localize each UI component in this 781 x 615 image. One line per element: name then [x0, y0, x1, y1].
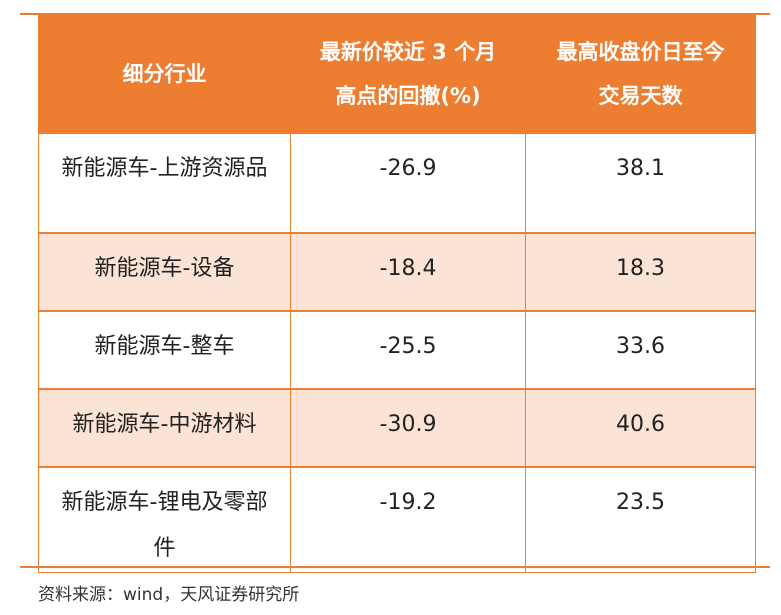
table-cell: 新能源车-设备 — [38, 232, 291, 312]
header-cell: 最新价较近 3 个月 高点的回撤(%) — [290, 15, 526, 133]
table-cell: 38.1 — [525, 132, 756, 234]
header-line: 高点的回撤(%) — [335, 83, 481, 108]
table-body: 新能源车-上游资源品 -26.9 38.1 新能源车-设备 -18.4 18.3 新能源车-… — [38, 132, 756, 573]
source-note: 资料来源：wind，天风证券研究所 — [38, 585, 300, 605]
header-line: 细分行业 — [122, 61, 207, 86]
table-row: 新能源车-整车 -25.5 33.6 — [38, 310, 756, 390]
bottom-rule — [20, 566, 770, 568]
table-cell: 40.6 — [525, 388, 756, 468]
table-row: 新能源车-设备 -18.4 18.3 — [38, 232, 756, 312]
top-rule — [20, 13, 770, 15]
table-cell: -30.9 — [290, 388, 526, 468]
table-cell: -19.2 — [290, 466, 526, 573]
table-cell: 新能源车-中游材料 — [38, 388, 291, 468]
table-cell: -26.9 — [290, 132, 526, 234]
table-cell: 33.6 — [525, 310, 756, 390]
header-line: 最高收盘价日至今 — [556, 39, 725, 64]
header-line: 最新价较近 3 个月 — [319, 39, 497, 64]
table-row: 新能源车-中游材料 -30.9 40.6 — [38, 388, 756, 468]
header-cell: 细分行业 — [38, 15, 291, 133]
table-cell: -25.5 — [290, 310, 526, 390]
table-row: 新能源车-上游资源品 -26.9 38.1 — [38, 132, 756, 234]
table-cell: 18.3 — [525, 232, 756, 312]
header-row: 细分行业 最新价较近 3 个月 高点的回撤(%) 最高收盘价日至今 交易天数 — [38, 15, 756, 133]
table-cell: 新能源车-上游资源品 — [38, 132, 291, 234]
table-cell: 新能源车-整车 — [38, 310, 291, 390]
data-table: 细分行业 最新价较近 3 个月 高点的回撤(%) 最高收盘价日至今 交易天数 新能源车-… — [38, 15, 756, 573]
table-row: 新能源车-锂电及零部件 -19.2 23.5 — [38, 466, 756, 573]
header-line: 交易天数 — [598, 83, 683, 108]
table-cell: 23.5 — [525, 466, 756, 573]
table-cell: -18.4 — [290, 232, 526, 312]
table-cell: 新能源车-锂电及零部件 — [38, 466, 291, 573]
header-cell: 最高收盘价日至今 交易天数 — [525, 15, 756, 133]
